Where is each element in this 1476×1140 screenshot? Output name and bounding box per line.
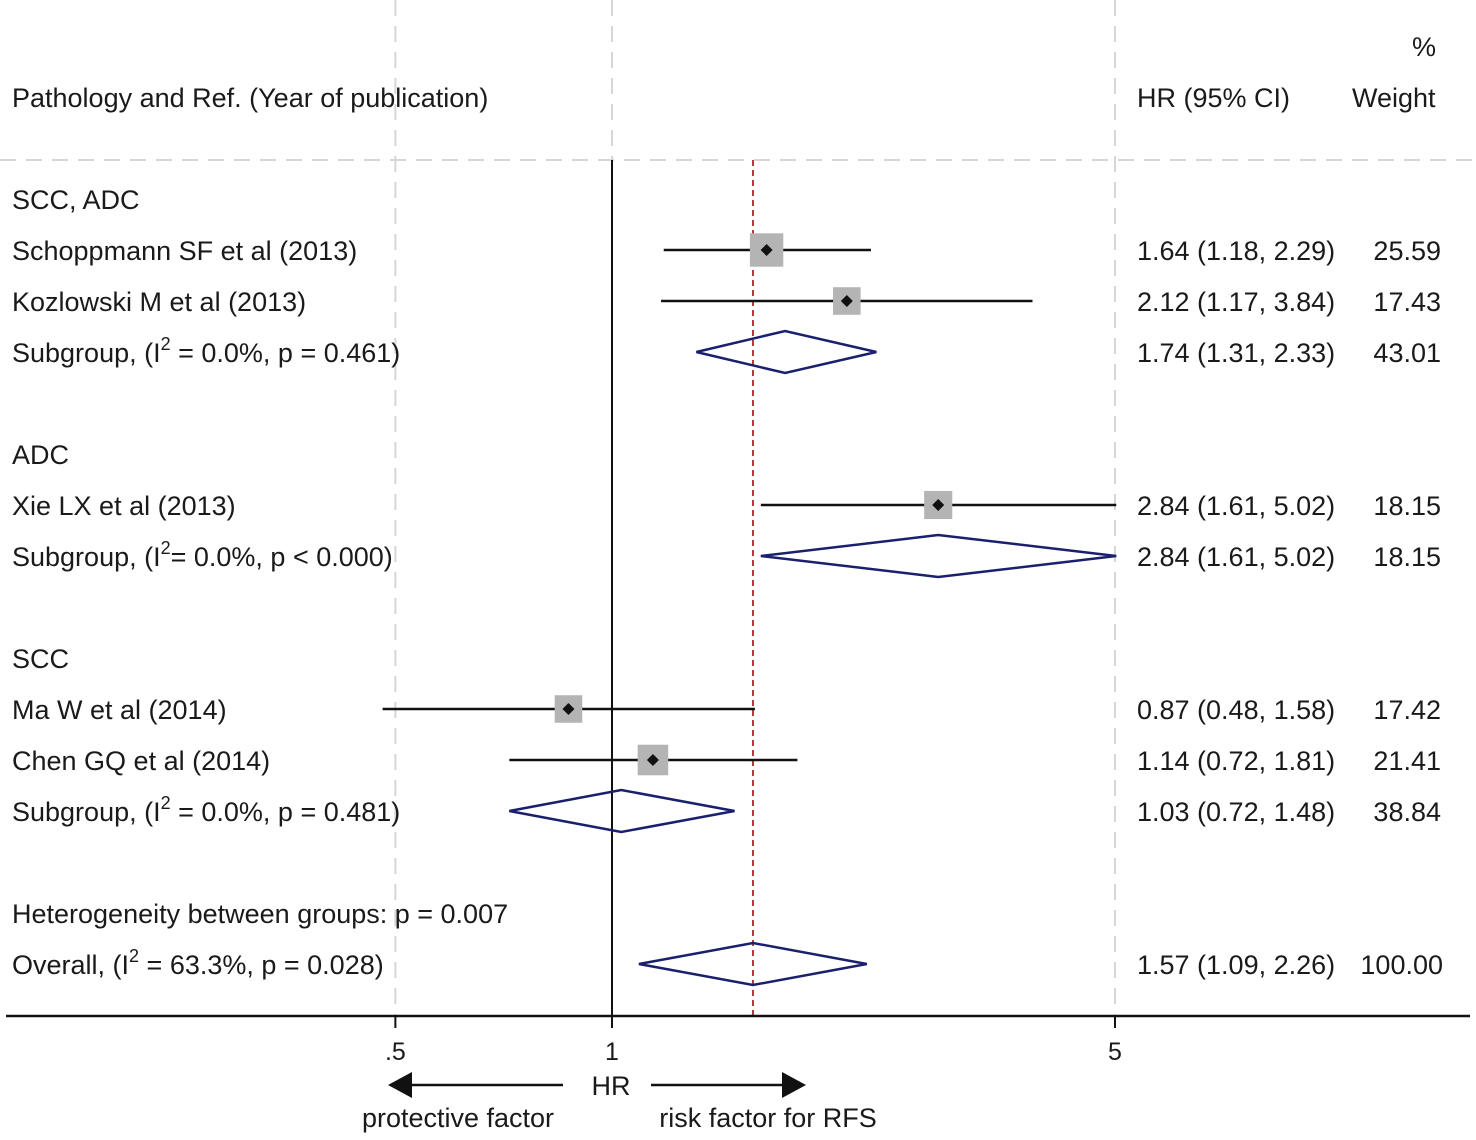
subgroup-label: Subgroup, (I2 = 0.0%, p = 0.461) bbox=[12, 334, 400, 368]
label-prefix: Subgroup, (I bbox=[12, 542, 161, 572]
reference-lines bbox=[611, 160, 754, 1016]
subgroup-weight: 18.15 bbox=[1373, 542, 1441, 572]
subgroup-label: Subgroup, (I2= 0.0%, p < 0.000) bbox=[12, 538, 393, 572]
right-arrow-icon bbox=[782, 1072, 806, 1098]
study-hr-ci: 2.12 (1.17, 3.84) bbox=[1137, 287, 1335, 317]
study-label: Ma W et al (2014) bbox=[12, 695, 227, 725]
protective-factor-label: protective factor bbox=[362, 1103, 554, 1133]
weight-column-header-weight: Weight bbox=[1352, 83, 1436, 113]
pooled-diamond bbox=[509, 788, 735, 834]
group-heading: SCC bbox=[12, 644, 69, 674]
label-suffix: = 63.3%, p = 0.028) bbox=[139, 950, 384, 980]
subgroup-weight: 43.01 bbox=[1373, 338, 1441, 368]
study-column-header: Pathology and Ref. (Year of publication) bbox=[12, 83, 488, 113]
study-weight: 21.41 bbox=[1373, 746, 1441, 776]
label-suffix: = 0.0%, p < 0.000) bbox=[171, 542, 393, 572]
study-weight: 18.15 bbox=[1373, 491, 1441, 521]
pooled-diamond bbox=[760, 533, 1117, 579]
subgroup-weight: 38.84 bbox=[1373, 797, 1441, 827]
x-tick-label: 5 bbox=[1108, 1038, 1122, 1066]
study-weight: 17.42 bbox=[1373, 695, 1441, 725]
x-tick-label: .5 bbox=[385, 1038, 406, 1066]
study-label: Chen GQ et al (2014) bbox=[12, 746, 270, 776]
study-weight: 25.59 bbox=[1373, 236, 1441, 266]
subgroup-hr-ci: 2.84 (1.61, 5.02) bbox=[1137, 542, 1335, 572]
study-label: Kozlowski M et al (2013) bbox=[12, 287, 306, 317]
study-hr-ci: 1.64 (1.18, 2.29) bbox=[1137, 236, 1335, 266]
effect-column-header: HR (95% CI) bbox=[1137, 83, 1290, 113]
hr-axis-label: HR bbox=[592, 1071, 631, 1101]
left-arrow-icon bbox=[388, 1072, 412, 1098]
label-suffix: = 0.0%, p = 0.461) bbox=[171, 338, 401, 368]
group-heading: SCC, ADC bbox=[12, 185, 140, 215]
x-axis: .5 1 5 HR protective factor risk factor for R… bbox=[6, 1014, 1470, 1133]
heterogeneity-label: Heterogeneity between groups: p = 0.007 bbox=[12, 899, 508, 929]
study-hr-ci: 0.87 (0.48, 1.58) bbox=[1137, 695, 1335, 725]
weight-column-header-percent: % bbox=[1412, 32, 1436, 62]
overall-label: Overall, (I2 = 63.3%, p = 0.028) bbox=[12, 946, 384, 980]
label-suffix: = 0.0%, p = 0.481) bbox=[171, 797, 401, 827]
study-weight: 17.43 bbox=[1373, 287, 1441, 317]
subgroup-hr-ci: 1.03 (0.72, 1.48) bbox=[1137, 797, 1335, 827]
label-prefix: Overall, (I bbox=[12, 950, 129, 980]
study-label: Xie LX et al (2013) bbox=[12, 491, 236, 521]
pooled-diamond bbox=[638, 941, 868, 987]
superscript-2: 2 bbox=[161, 538, 171, 558]
superscript-2: 2 bbox=[129, 946, 139, 966]
superscript-2: 2 bbox=[161, 793, 171, 813]
study-rows: SCC, ADC Schoppmann SF et al (2013) 1.64 (… bbox=[12, 185, 1443, 987]
overall-hr-ci: 1.57 (1.09, 2.26) bbox=[1137, 950, 1335, 980]
point-estimate-marker bbox=[932, 499, 945, 511]
label-prefix: Subgroup, (I bbox=[12, 338, 161, 368]
subgroup-label: Subgroup, (I2 = 0.0%, p = 0.481) bbox=[12, 793, 400, 827]
point-estimate-marker bbox=[760, 244, 773, 256]
risk-factor-label: risk factor for RFS bbox=[659, 1103, 877, 1133]
study-label: Schoppmann SF et al (2013) bbox=[12, 236, 357, 266]
x-tick-label: 1 bbox=[605, 1038, 619, 1066]
study-hr-ci: 2.84 (1.61, 5.02) bbox=[1137, 491, 1335, 521]
study-hr-ci: 1.14 (0.72, 1.81) bbox=[1137, 746, 1335, 776]
table-header: Pathology and Ref. (Year of publication)… bbox=[12, 32, 1436, 113]
point-estimate-marker bbox=[562, 703, 575, 715]
superscript-2: 2 bbox=[161, 334, 171, 354]
overall-weight: 100.00 bbox=[1360, 950, 1443, 980]
point-estimate-marker bbox=[646, 754, 659, 766]
subgroup-hr-ci: 1.74 (1.31, 2.33) bbox=[1137, 338, 1335, 368]
group-heading: ADC bbox=[12, 440, 69, 470]
label-prefix: Subgroup, (I bbox=[12, 797, 161, 827]
point-estimate-marker bbox=[840, 295, 853, 307]
pooled-diamond bbox=[696, 329, 877, 375]
